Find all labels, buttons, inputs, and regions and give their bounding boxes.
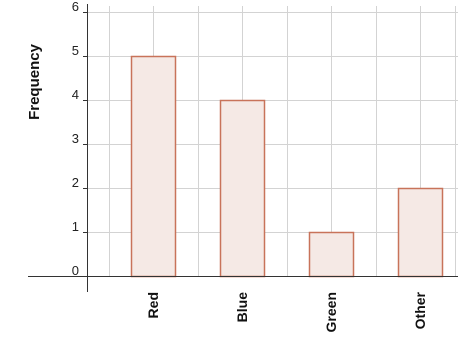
x-tick-label: Blue	[234, 292, 250, 323]
y-tick-labels: 0 1 2 3 4 5 6	[72, 0, 79, 278]
y-axis-title: Frequency	[26, 43, 43, 120]
bar-green	[308, 231, 355, 278]
y-tick-label: 0	[72, 263, 79, 278]
y-tick-label: 2	[72, 175, 79, 190]
axes	[28, 4, 458, 292]
bar-blue	[219, 99, 266, 278]
x-tick-label: Green	[323, 292, 339, 332]
y-tick-label: 6	[72, 0, 79, 14]
y-tick-label: 3	[72, 131, 79, 146]
bar-red	[130, 55, 177, 278]
bars	[130, 55, 444, 278]
y-tick-label: 1	[72, 219, 79, 234]
bar-other	[397, 187, 444, 278]
x-tick-labels: Red Blue Green Other	[145, 291, 428, 332]
y-tick-label: 5	[72, 43, 79, 58]
x-tick-label: Other	[412, 291, 428, 329]
y-tick-label: 4	[72, 87, 79, 102]
x-tick-label: Red	[145, 292, 161, 318]
